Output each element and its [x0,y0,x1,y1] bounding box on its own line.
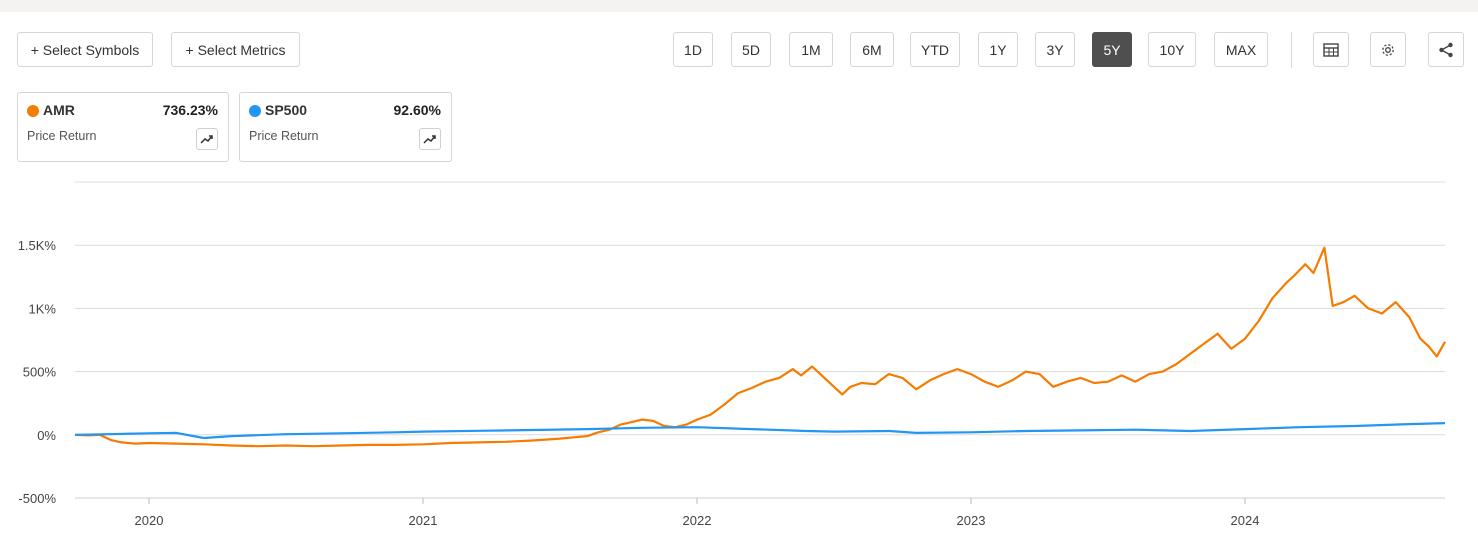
trend-up-icon [423,135,436,144]
range-button-1m[interactable]: 1M [789,32,833,67]
legend-value: 736.23% [162,102,218,118]
select-metrics-button[interactable]: + Select Metrics [171,32,300,67]
x-tick-label: 2022 [683,513,712,528]
select-symbols-button[interactable]: + Select Symbols [17,32,153,67]
line-chart: -500% 0% 500% 1K% 1.5K% 2020 2021 2022 2023 2024 [18,181,1446,528]
legend-card-amr: AMR 736.23% Price Return [17,92,229,162]
share-button[interactable] [1428,32,1464,67]
range-button-6m[interactable]: 6M [850,32,894,67]
series-line-sp500 [74,422,1446,440]
x-tick-label: 2021 [409,513,438,528]
x-tick-label: 2020 [135,513,164,528]
legend-metric: Price Return [249,129,319,143]
table-view-button[interactable] [1313,32,1349,67]
x-tick-label: 2024 [1231,513,1260,528]
range-button-10y[interactable]: 10Y [1148,32,1196,67]
trend-chart-button[interactable] [419,128,441,150]
y-tick-label: 1K% [29,301,57,316]
range-button-max[interactable]: MAX [1214,32,1268,67]
trend-chart-button[interactable] [196,128,218,150]
sp500-color-dot [249,105,261,117]
range-button-5d[interactable]: 5D [731,32,771,67]
y-tick-label: 0% [37,428,56,443]
amr-color-dot [27,105,39,117]
x-tick-label: 2023 [957,513,986,528]
range-button-3y[interactable]: 3Y [1035,32,1075,67]
legend-symbol: SP500 [265,102,308,118]
legend-symbol: AMR [43,102,75,118]
range-button-5y[interactable]: 5Y [1092,32,1132,67]
legend-value: 92.60% [393,102,441,118]
share-icon [1439,42,1453,57]
toolbar-divider [1291,32,1292,68]
y-tick-label: 500% [23,365,57,380]
range-button-ytd[interactable]: YTD [910,32,960,67]
gear-icon [1382,43,1394,56]
range-button-1d[interactable]: 1D [673,32,713,67]
legend-metric: Price Return [27,129,97,143]
table-icon [1323,42,1339,57]
y-tick-label: -500% [18,491,56,506]
settings-button[interactable] [1370,32,1406,67]
y-tick-label: 1.5K% [18,238,57,253]
series-line-amr [74,246,1446,448]
top-strip [0,0,1478,12]
range-button-1y[interactable]: 1Y [978,32,1018,67]
trend-up-icon [200,135,213,144]
legend-card-sp500: SP500 92.60% Price Return [239,92,452,162]
